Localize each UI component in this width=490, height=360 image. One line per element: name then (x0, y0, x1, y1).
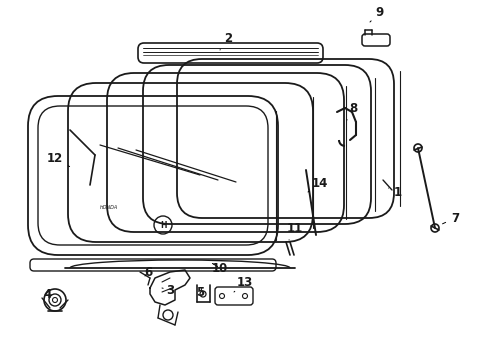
Text: H: H (160, 220, 166, 230)
Text: 4: 4 (44, 288, 52, 301)
Text: 11: 11 (287, 221, 303, 240)
Text: 3: 3 (162, 284, 174, 297)
Text: 5: 5 (196, 287, 204, 300)
Text: 12: 12 (47, 152, 70, 167)
Text: 8: 8 (347, 102, 357, 120)
Text: 10: 10 (212, 261, 228, 275)
Text: 6: 6 (144, 266, 152, 279)
Text: HONDA: HONDA (100, 204, 118, 210)
Text: 2: 2 (220, 32, 232, 50)
Text: 7: 7 (442, 212, 459, 225)
Text: 9: 9 (370, 5, 384, 22)
Text: 1: 1 (389, 185, 402, 198)
Text: 13: 13 (234, 275, 253, 292)
Text: 14: 14 (308, 176, 328, 192)
